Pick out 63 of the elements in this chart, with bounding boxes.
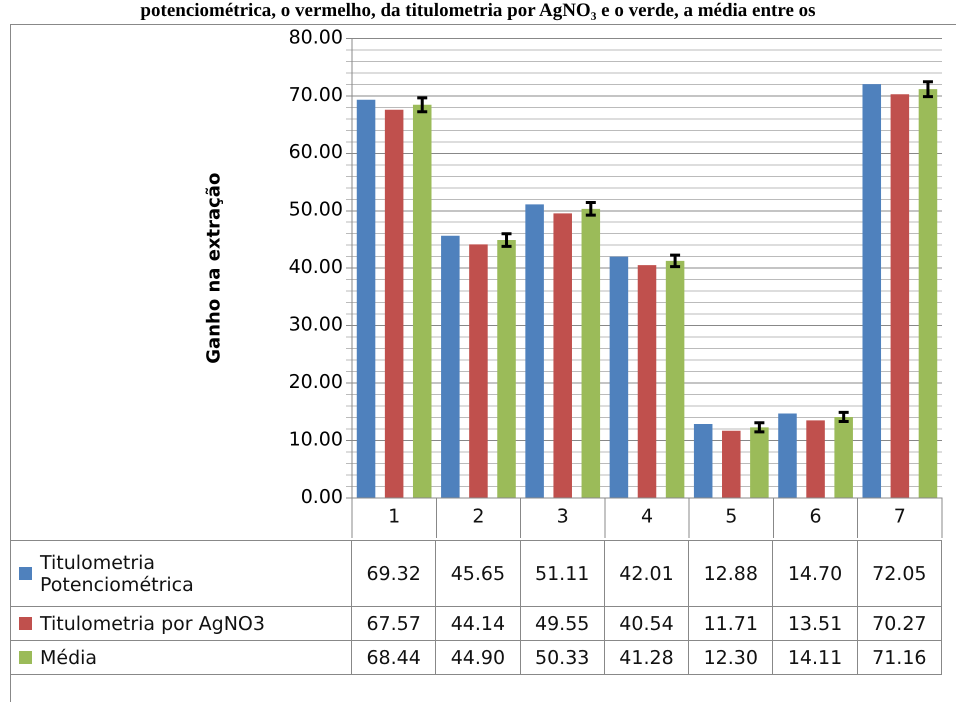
bar xyxy=(862,84,882,498)
x-tick-label: 4 xyxy=(640,505,654,528)
bar xyxy=(412,104,432,498)
y-tick-label: 40.00 xyxy=(288,256,343,278)
legend-label: Titulometria Potenciométrica xyxy=(40,552,195,596)
bar xyxy=(469,244,488,498)
bar xyxy=(722,430,741,498)
data-label: 71.16 xyxy=(857,640,942,674)
bar xyxy=(497,240,516,498)
bar xyxy=(441,236,460,498)
bar xyxy=(918,89,938,498)
data-label: 14.70 xyxy=(772,540,858,606)
data-label: 40.54 xyxy=(604,606,689,640)
data-label: 69.32 xyxy=(352,540,436,606)
data-label: 12.30 xyxy=(688,640,773,674)
x-tick-label: 3 xyxy=(556,505,569,528)
data-label: 41.28 xyxy=(604,640,689,674)
y-tick-label: 60.00 xyxy=(288,141,343,164)
x-tick-label: 5 xyxy=(725,505,738,528)
y-tick-label: 20.00 xyxy=(288,371,343,394)
bar xyxy=(553,213,572,498)
bar xyxy=(694,424,712,498)
data-label: 13.51 xyxy=(772,606,858,640)
bar xyxy=(384,110,404,498)
data-label: 50.33 xyxy=(520,640,604,674)
data-label: 51.11 xyxy=(520,540,604,606)
y-tick-label: 50.00 xyxy=(288,198,343,221)
y-tick-label: 0.00 xyxy=(300,486,343,508)
y-tick-label: 80.00 xyxy=(288,26,343,48)
y-tick-label: 70.00 xyxy=(288,84,343,106)
data-label: 11.71 xyxy=(688,606,773,640)
data-label: 42.01 xyxy=(604,540,689,606)
data-label: 70.27 xyxy=(857,606,942,640)
data-label: 68.44 xyxy=(352,640,436,674)
x-tick-label: 6 xyxy=(810,505,822,528)
chart-title: potenciométrica, o vermelho, da titulometria por AgNO₃ e o verde, a média entre os xyxy=(139,0,817,22)
bar xyxy=(638,265,656,498)
bar xyxy=(778,414,797,498)
legend-label: Média xyxy=(40,646,98,668)
x-tick-label: 2 xyxy=(472,505,484,528)
data-label: 45.65 xyxy=(436,540,520,606)
data-label: 44.90 xyxy=(436,640,520,674)
bar xyxy=(890,94,910,498)
bar xyxy=(666,260,684,498)
bar xyxy=(750,427,769,498)
legend-label: Titulometria por AgNO3 xyxy=(40,612,265,634)
data-label: 14.11 xyxy=(772,640,858,674)
bar xyxy=(582,208,600,498)
data-label: 12.88 xyxy=(688,540,773,606)
bar xyxy=(525,204,544,498)
bar xyxy=(610,256,628,498)
bar xyxy=(356,100,376,498)
y-axis-title: Ganho na extração xyxy=(203,172,224,364)
y-tick-label: 30.00 xyxy=(288,314,343,336)
bar xyxy=(806,420,825,498)
data-label: 44.14 xyxy=(436,606,520,640)
y-tick-label: 10.00 xyxy=(288,428,343,450)
data-label: 49.55 xyxy=(520,606,604,640)
bar xyxy=(834,416,853,498)
data-label: 72.05 xyxy=(857,540,942,606)
x-tick-label: 1 xyxy=(388,505,400,528)
x-tick-label: 7 xyxy=(894,505,906,528)
data-label: 67.57 xyxy=(352,606,436,640)
